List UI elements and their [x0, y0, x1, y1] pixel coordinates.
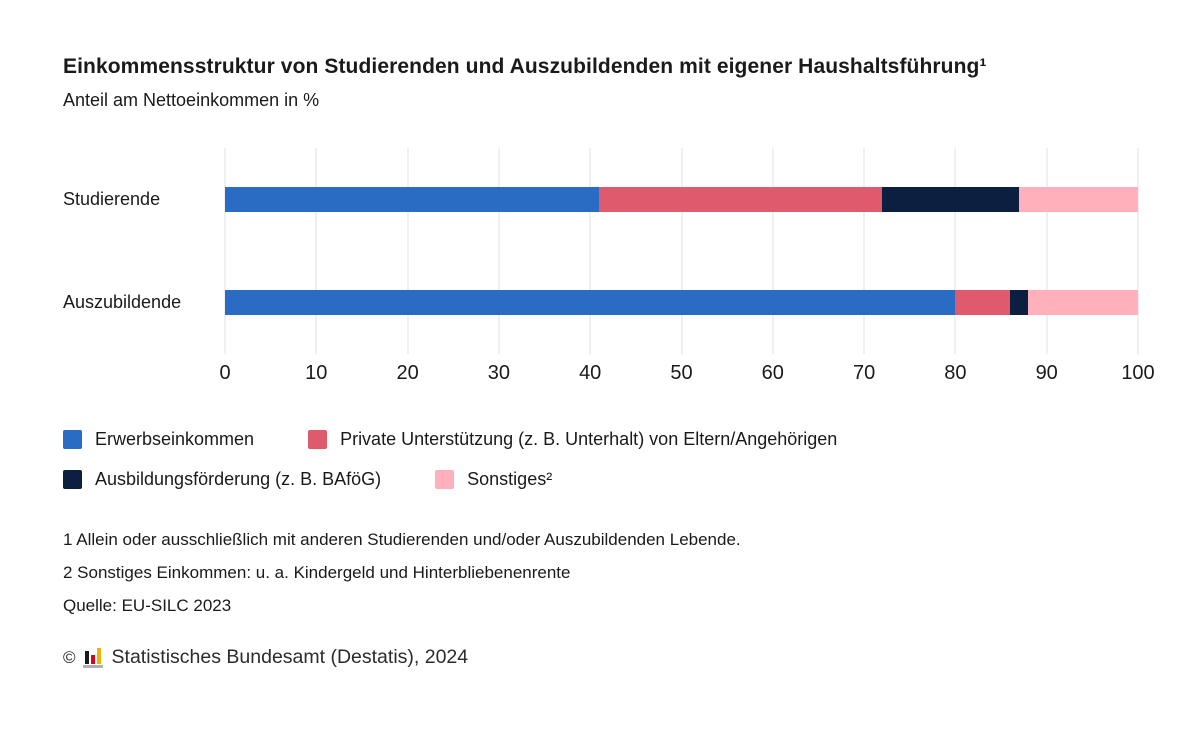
chart-card: Einkommensstruktur von Studierenden und …	[0, 55, 1200, 730]
category-label-auszubildende: Auszubildende	[63, 292, 182, 312]
legend: Erwerbseinkommen Private Unterstützung (z…	[63, 426, 1138, 492]
legend-item: Sonstiges²	[435, 466, 552, 492]
legend-label: Erwerbseinkommen	[95, 428, 255, 449]
gridline-90	[1046, 148, 1048, 354]
bar-segment	[882, 187, 1020, 212]
footnote-1: 1 Allein oder ausschließlich mit anderen…	[63, 530, 741, 549]
gridline-10	[315, 148, 317, 354]
bar-segment	[1010, 290, 1029, 315]
legend-swatch-icon	[435, 469, 455, 489]
bar-segment	[1019, 187, 1138, 212]
bar-segment	[225, 290, 956, 315]
legend-swatch-icon	[63, 469, 82, 489]
bar-segment	[1028, 290, 1138, 315]
x-tick-label-90: 90	[1035, 362, 1058, 384]
gridline-100	[1137, 148, 1139, 354]
destatis-logo-icon	[82, 647, 103, 668]
gridline-40	[589, 148, 591, 354]
x-tick-label-20: 20	[396, 362, 419, 384]
x-tick-label-80: 80	[944, 362, 967, 384]
copyright-symbol: ©	[63, 647, 76, 667]
legend-item: Ausbildungsförderung (z. B. BAföG)	[63, 466, 381, 492]
footnote-3: Quelle: EU-SILC 2023	[63, 596, 232, 615]
x-tick-label-30: 30	[487, 362, 511, 384]
footer-text: Statistisches Bundesamt (Destatis), 2024	[111, 646, 469, 668]
x-axis: 0 10 20 30 40 50 60 70 80 90 100	[219, 360, 1154, 386]
logo-bar-icon	[90, 654, 95, 664]
legend-item: Private Unterstützung (z. B. Unterhalt) …	[308, 426, 837, 452]
legend-label: Ausbildungsförderung (z. B. BAföG)	[95, 468, 382, 489]
x-tick-label-40: 40	[579, 362, 602, 384]
x-tick-label-70: 70	[852, 362, 876, 384]
footer: © Statistisches Bundesamt (Destatis), 20…	[63, 646, 1138, 669]
x-tick-label-10: 10	[305, 362, 328, 384]
bar-segment	[955, 290, 1011, 315]
bar-segment	[599, 187, 883, 212]
bar-segment	[225, 187, 600, 212]
gridline-80	[954, 148, 956, 354]
legend-swatch-icon	[63, 429, 82, 449]
legend-item: Erwerbseinkommen	[63, 426, 254, 452]
footnotes: 1 Allein oder ausschließlich mit anderen…	[63, 523, 1138, 622]
category-label-studierende: Studierende	[63, 189, 161, 209]
gridline-0	[224, 148, 226, 354]
gridline-50	[681, 148, 682, 354]
stacked-bar-chart: Studierende Auszubildende 0 10 20 30 40 50 60 70…	[63, 148, 1155, 398]
bar-studierende	[225, 187, 1138, 212]
legend-swatch-icon	[308, 429, 328, 449]
gridline-70	[863, 148, 865, 354]
logo-bar-icon	[84, 650, 89, 664]
x-tick-label-100: 100	[1121, 362, 1155, 384]
gridline-20	[407, 148, 409, 354]
legend-label: Sonstiges²	[467, 468, 553, 489]
x-tick-label-50: 50	[670, 362, 693, 384]
logo-bar-icon	[96, 647, 101, 664]
chart-subtitle: Anteil am Nettoeinkommen in %	[63, 90, 320, 110]
chart-title: Einkommensstruktur von Studierenden und …	[63, 55, 987, 78]
gridline-60	[772, 148, 774, 354]
gridline-30	[498, 148, 500, 354]
plot-area	[224, 148, 1139, 354]
bar-auszubildende	[225, 290, 1138, 315]
legend-label: Private Unterstützung (z. B. Unterhalt) …	[340, 428, 838, 449]
x-tick-label-60: 60	[761, 362, 784, 384]
x-tick-label-0: 0	[219, 362, 231, 384]
footnote-2: 2 Sonstiges Einkommen: u. a. Kindergeld …	[63, 563, 571, 582]
